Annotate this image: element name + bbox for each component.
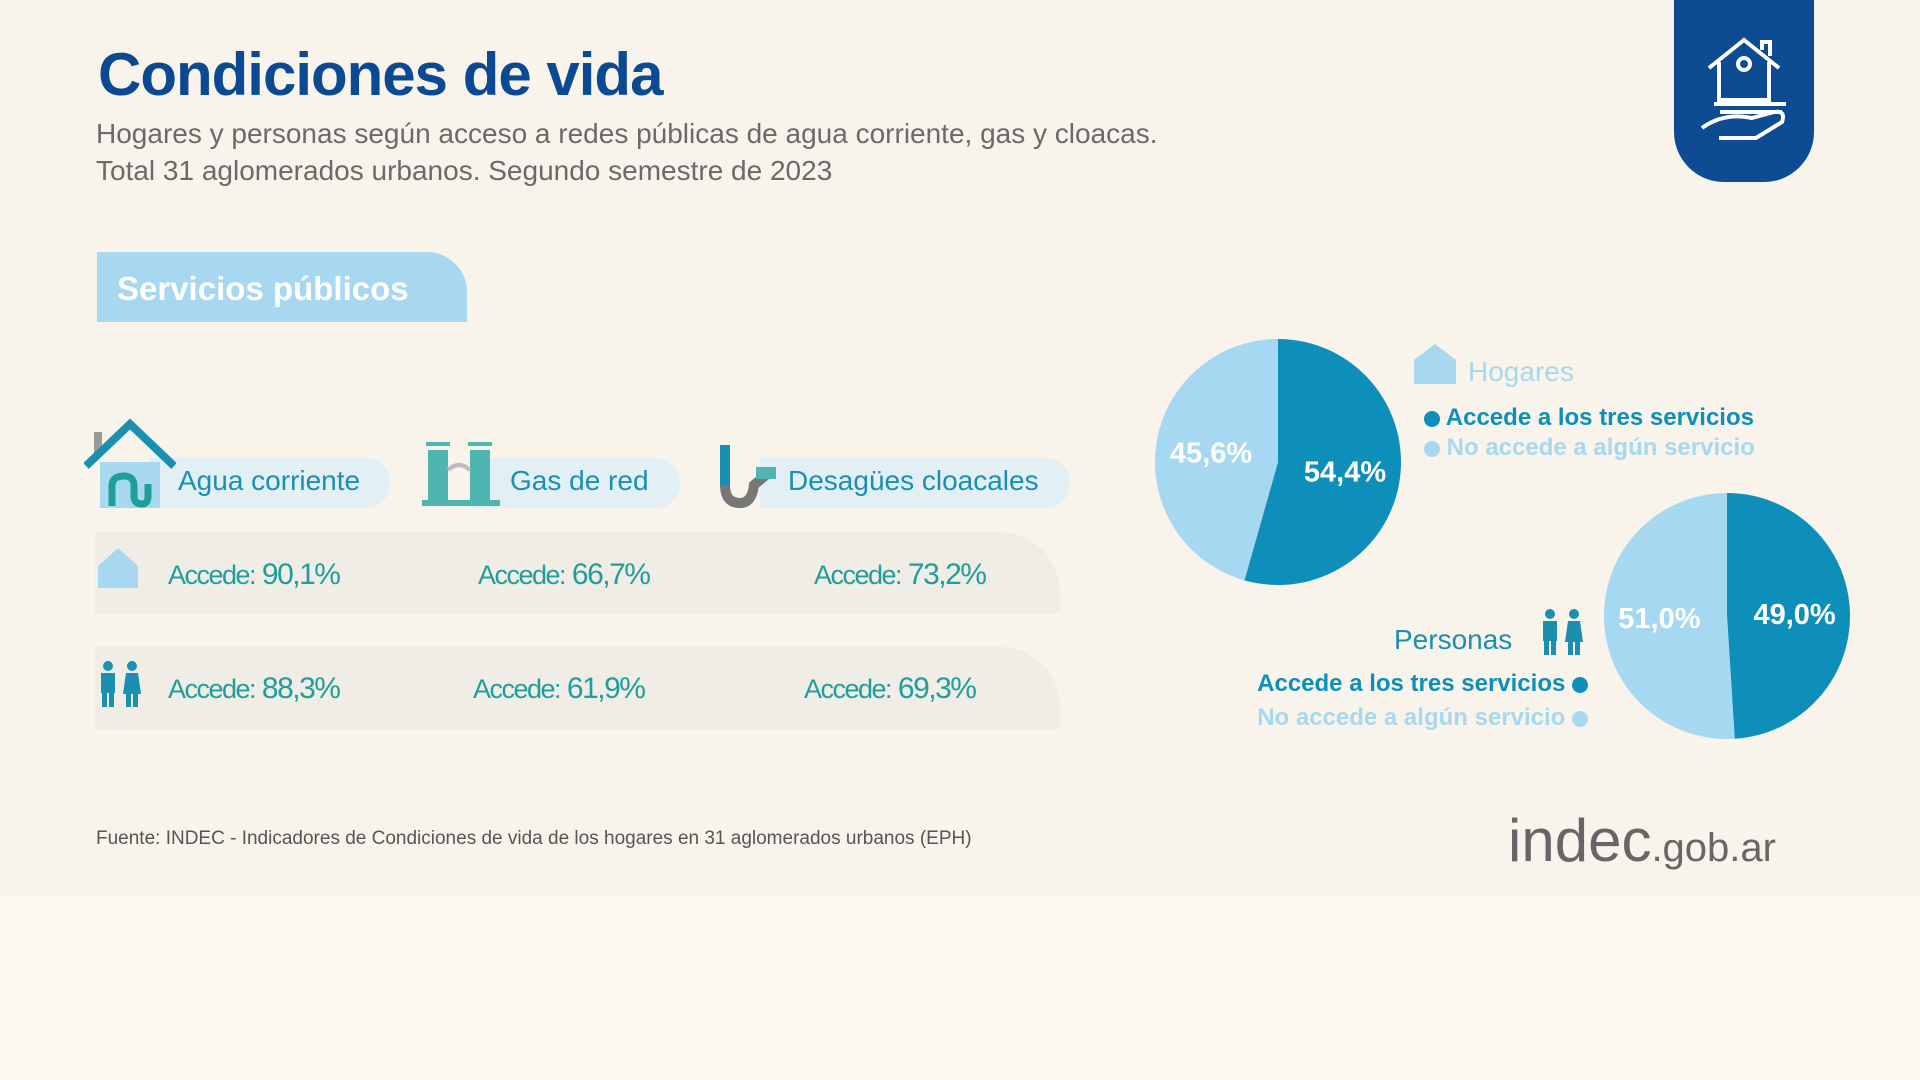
hogares-gas-value: Accede: 66,7% (478, 558, 651, 591)
personas-gas-value: Accede: 61,9% (473, 672, 646, 705)
subtitle-line-2: Total 31 aglomerados urbanos. Segundo se… (96, 155, 833, 186)
drain-pipe-icon (720, 445, 776, 509)
legend-dot-dark (1572, 676, 1588, 693)
hogares-legend-title: Hogares (1468, 356, 1574, 387)
pie-1-slice-0 (1727, 493, 1850, 739)
legend-dot-dark (1424, 410, 1440, 427)
gas-pipes-icon (422, 442, 500, 506)
personas-legend-accede: Accede a los tres servicios (1257, 670, 1588, 698)
personas-agua-value: Accede: 88,3% (168, 672, 341, 705)
personas-people-icon (1543, 609, 1583, 655)
pie-1-label-1: 51,0% (1618, 603, 1700, 635)
hogares-house-icon (1414, 344, 1456, 384)
hogares-legend-no-accede: No accede a algún servicio (1424, 434, 1755, 462)
personas-legend-no-accede: No accede a algún servicio (1257, 704, 1588, 732)
pie-0-slice-0 (1244, 339, 1401, 585)
header-gas: Gas de red (470, 458, 680, 508)
infographic-card (0, 0, 1920, 895)
hogares-desagues-value: Accede: 73,2% (814, 558, 987, 591)
pie-1-label-0: 49,0% (1753, 599, 1835, 631)
pie-charts: 54,4% 45,6% 49,0% 51,0% (1155, 338, 1850, 739)
pie-0-label-0: 54,4% (1304, 456, 1386, 488)
header-agua: Agua corriente (150, 458, 390, 508)
header-desagues-label: Desagües cloacales (788, 465, 1039, 496)
subtitle-line-1: Hogares y personas según acceso a redes … (96, 118, 1158, 149)
people-icon (101, 661, 141, 707)
hogares-legend-accede: Accede a los tres servicios (1424, 404, 1754, 432)
header-agua-label: Agua corriente (178, 465, 361, 496)
pie-0-slice-1 (1155, 338, 1278, 581)
indec-logo[interactable]: indec.gob.ar (1508, 807, 1776, 874)
pie-1-slice-1 (1603, 493, 1735, 739)
water-house-icon (84, 418, 176, 508)
hogares-agua-value: Accede: 90,1% (168, 558, 341, 591)
source-note: Fuente: INDEC - Indicadores de Condicion… (96, 828, 972, 849)
house-hand-icon (1700, 37, 1786, 140)
legend-dot-light (1424, 440, 1440, 457)
section-label: Servicios públicos (97, 252, 467, 322)
personas-legend-title: Personas (1394, 624, 1513, 655)
house-icon (98, 548, 138, 588)
header-gas-label: Gas de red (510, 465, 649, 496)
page-title: Condiciones de vida (98, 41, 663, 108)
pie-0-label-1: 45,6% (1170, 438, 1252, 470)
hogares-row (95, 532, 1060, 614)
house-hand-badge (1674, 0, 1814, 182)
personas-desagues-value: Accede: 69,3% (804, 672, 977, 705)
legend-dot-light (1572, 710, 1588, 727)
personas-row (95, 647, 1060, 729)
header-desagues: Desagües cloacales (760, 458, 1070, 508)
